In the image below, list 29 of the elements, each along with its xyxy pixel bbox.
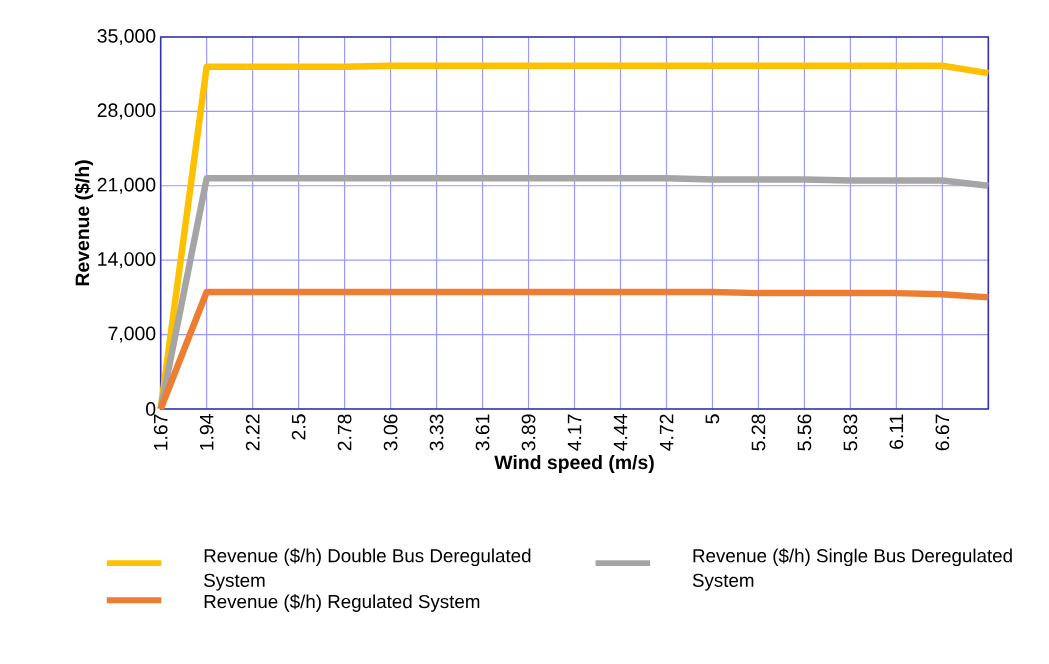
y-tick-label: 35,000 <box>97 28 156 45</box>
x-tick-label: 4.44 <box>613 414 628 451</box>
y-tick-label: 7,000 <box>108 326 156 343</box>
x-tick-label: 3.06 <box>383 414 398 451</box>
legend-label: Revenue ($/h) Single Bus Deregulated System <box>692 548 1012 591</box>
x-tick-label: 2.22 <box>245 414 260 451</box>
x-tick-label: 2.5 <box>291 414 306 440</box>
legend-label: Revenue ($/h) Double Bus Deregulated System <box>204 548 531 591</box>
x-tick-label: 3.33 <box>429 414 444 451</box>
y-axis-title: Revenue ($/h) <box>74 160 94 286</box>
y-tick-label: 14,000 <box>98 252 156 269</box>
x-tick-label: 6.11 <box>889 414 904 449</box>
x-tick-label: 4.72 <box>659 414 674 451</box>
x-tick-label: 1.67 <box>153 414 168 450</box>
x-tick-label: 4.17 <box>567 414 582 451</box>
x-tick-label: 5.56 <box>797 414 812 451</box>
legend-label: Revenue ($/h) Regulated System <box>204 594 480 612</box>
x-tick-label: 5 <box>705 414 720 424</box>
x-tick-label: 3.61 <box>475 414 490 451</box>
x-tick-label: 1.94 <box>199 414 214 450</box>
y-tick-label: 28,000 <box>97 103 156 120</box>
x-tick-label: 5.28 <box>751 414 766 451</box>
x-axis-title: Wind speed (m/s) <box>494 454 654 474</box>
x-tick-label: 2.78 <box>337 414 352 451</box>
x-tick-label: 6.67 <box>935 414 950 451</box>
x-tick-label: 5.83 <box>843 414 858 451</box>
x-tick-label: 3.89 <box>521 414 536 451</box>
y-tick-label: 0 <box>146 402 156 416</box>
y-tick-label: 21,000 <box>97 177 156 194</box>
